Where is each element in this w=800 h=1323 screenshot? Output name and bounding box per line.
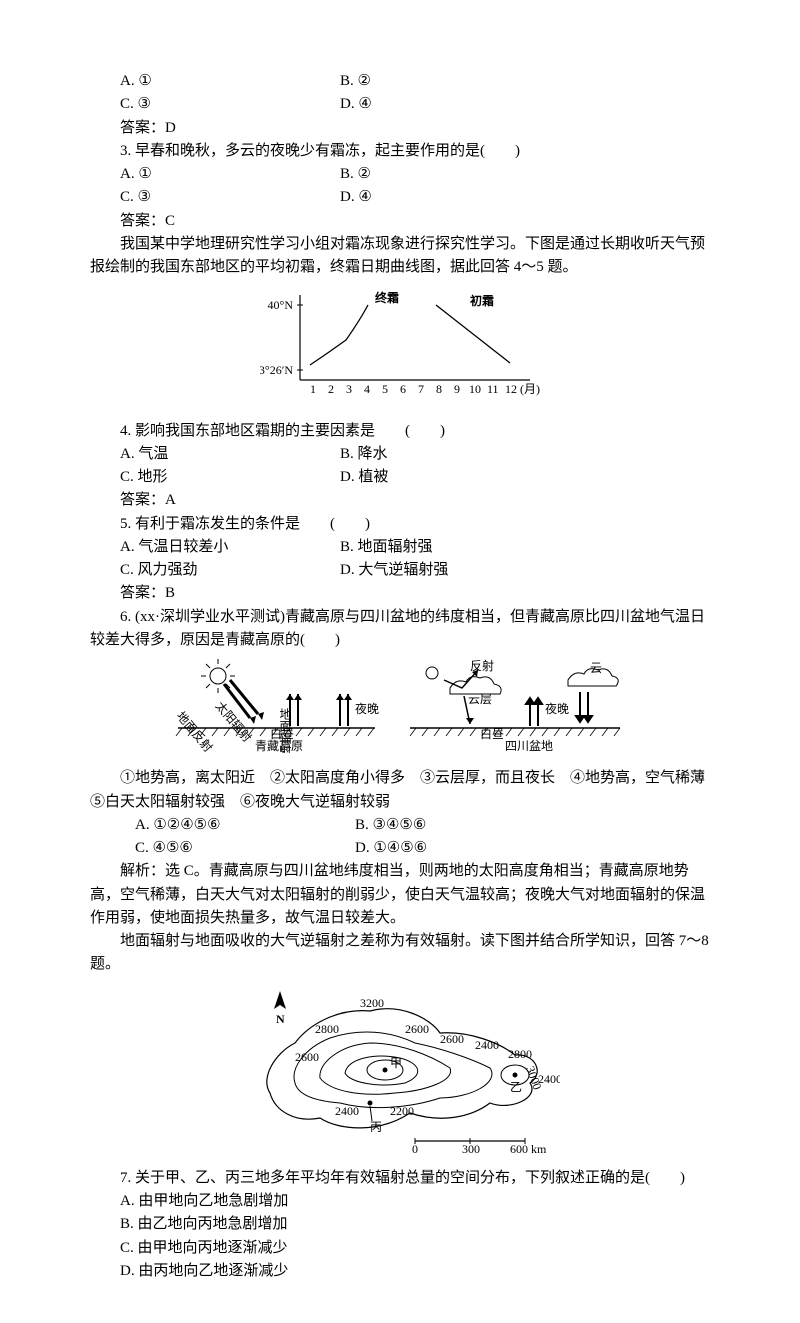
svg-text:8: 8	[436, 382, 442, 396]
svg-text:2800: 2800	[315, 1022, 339, 1036]
q4-d: D. 植被	[340, 466, 600, 489]
svg-text:23°26′N: 23°26′N	[260, 363, 293, 377]
q4-answer: 答案：A	[90, 489, 710, 512]
q6-stem: 6. (xx·深圳学业水平测试)青藏高原与四川盆地的纬度相当，但青藏高原比四川盆…	[90, 606, 710, 653]
q3-c: C. ③	[90, 186, 340, 209]
intro-4-5: 我国某中学地理研究性学习小组对霜冻现象进行探究性学习。下图是通过长期收听天气预报…	[90, 233, 710, 280]
q6-a: A. ①②④⑤⑥	[90, 814, 355, 837]
svg-text:600 km: 600 km	[510, 1142, 547, 1153]
q5-b: B. 地面辐射强	[340, 536, 600, 559]
figure-frost-chart: 40°N 23°26′N 123 456 789 101112 (月) 终霜 初…	[90, 285, 710, 413]
svg-text:2: 2	[328, 382, 334, 396]
svg-text:云层: 云层	[468, 692, 492, 706]
q3-answer: 答案：C	[90, 210, 710, 233]
svg-text:4: 4	[364, 382, 370, 396]
svg-text:白昼: 白昼	[480, 726, 504, 741]
figure-contour-map: N 3200 2800 2600 2600 2600 2400 2200 280…	[90, 983, 710, 1161]
svg-text:40°N: 40°N	[268, 298, 294, 312]
intro-7-8: 地面辐射与地面吸收的大气逆辐射之差称为有效辐射。读下图并结合所学知识，回答 7～…	[90, 930, 710, 977]
answer: 答案：D	[90, 117, 710, 140]
svg-text:12: 12	[505, 382, 517, 396]
q6-c: C. ④⑤⑥	[90, 837, 355, 860]
svg-text:(月): (月)	[520, 382, 540, 396]
svg-text:3: 3	[346, 382, 352, 396]
q7-a: A. 由甲地向乙地急剧增加	[90, 1190, 710, 1213]
q7-stem: 7. 关于甲、乙、丙三地多年平均年有效辐射总量的空间分布，下列叙述正确的是( )	[90, 1167, 710, 1190]
q5-c: C. 风力强劲	[90, 559, 340, 582]
svg-text:太阳辐射: 太阳辐射	[213, 698, 255, 744]
q5-answer: 答案：B	[90, 582, 710, 605]
q4-a: A. 气温	[90, 443, 340, 466]
figure-radiation-diagram: 太阳辐射 地面反射 地面辐射 白昼 夜晚 青藏高原 反射 云层 白昼 云	[90, 658, 710, 761]
svg-text:300: 300	[462, 1142, 480, 1153]
svg-text:5: 5	[382, 382, 388, 396]
q6-b: B. ③④⑤⑥	[355, 814, 615, 837]
svg-text:初霜: 初霜	[470, 293, 494, 308]
svg-text:夜晚: 夜晚	[355, 701, 379, 716]
svg-text:N: N	[276, 1012, 285, 1026]
svg-text:丙: 丙	[370, 1120, 382, 1134]
opt-d: D. ④	[340, 93, 600, 116]
q3-stem: 3. 早春和晚秋，多云的夜晚少有霜冻，起主要作用的是( )	[90, 140, 710, 163]
svg-text:3200: 3200	[360, 996, 384, 1010]
svg-text:反射: 反射	[470, 658, 494, 673]
opt-b: B. ②	[340, 70, 600, 93]
q4-stem: 4. 影响我国东部地区霜期的主要因素是 ( )	[90, 420, 710, 443]
q5-d: D. 大气逆辐射强	[340, 559, 600, 582]
svg-text:2600: 2600	[440, 1032, 464, 1046]
svg-text:终霜: 终霜	[375, 290, 399, 305]
q4-c: C. 地形	[90, 466, 340, 489]
q7-d: D. 由丙地向乙地逐渐减少	[90, 1260, 710, 1283]
svg-text:10: 10	[469, 382, 481, 396]
q6-d: D. ①④⑤⑥	[355, 837, 615, 860]
q6-options-para: ①地势高，离太阳近 ②太阳高度角小得多 ③云层厚，而且夜长 ④地势高，空气稀薄 …	[90, 767, 710, 814]
svg-text:云: 云	[590, 661, 602, 675]
svg-text:1: 1	[310, 382, 316, 396]
q3-b: B. ②	[340, 163, 600, 186]
svg-text:2600: 2600	[405, 1022, 429, 1036]
svg-text:0: 0	[412, 1142, 418, 1153]
svg-text:四川盆地: 四川盆地	[505, 739, 553, 753]
q7-c: C. 由甲地向丙地逐渐减少	[90, 1237, 710, 1260]
q3-a: A. ①	[90, 163, 340, 186]
svg-text:9: 9	[454, 382, 460, 396]
svg-text:11: 11	[487, 382, 499, 396]
svg-text:乙: 乙	[510, 1080, 522, 1094]
svg-text:2200: 2200	[390, 1104, 414, 1118]
svg-text:青藏高原: 青藏高原	[255, 738, 303, 753]
svg-text:2600: 2600	[295, 1050, 319, 1064]
q4-b: B. 降水	[340, 443, 600, 466]
opt-a: A. ①	[90, 70, 340, 93]
svg-text:2400: 2400	[335, 1104, 359, 1118]
q5-stem: 5. 有利于霜冻发生的条件是 ( )	[90, 513, 710, 536]
svg-text:2400: 2400	[538, 1072, 560, 1086]
svg-text:2800: 2800	[508, 1047, 532, 1061]
svg-text:2400: 2400	[475, 1038, 499, 1052]
svg-text:7: 7	[418, 382, 424, 396]
svg-text:甲: 甲	[390, 1056, 402, 1070]
opt-c: C. ③	[90, 93, 340, 116]
q6-solution: 解析：选 C。青藏高原与四川盆地纬度相当，则两地的太阳高度角相当；青藏高原地势高…	[90, 860, 710, 930]
svg-text:夜晚: 夜晚	[545, 701, 569, 716]
q5-a: A. 气温日较差小	[90, 536, 340, 559]
q7-b: B. 由乙地向丙地急剧增加	[90, 1213, 710, 1236]
q3-d: D. ④	[340, 186, 600, 209]
svg-text:6: 6	[400, 382, 406, 396]
